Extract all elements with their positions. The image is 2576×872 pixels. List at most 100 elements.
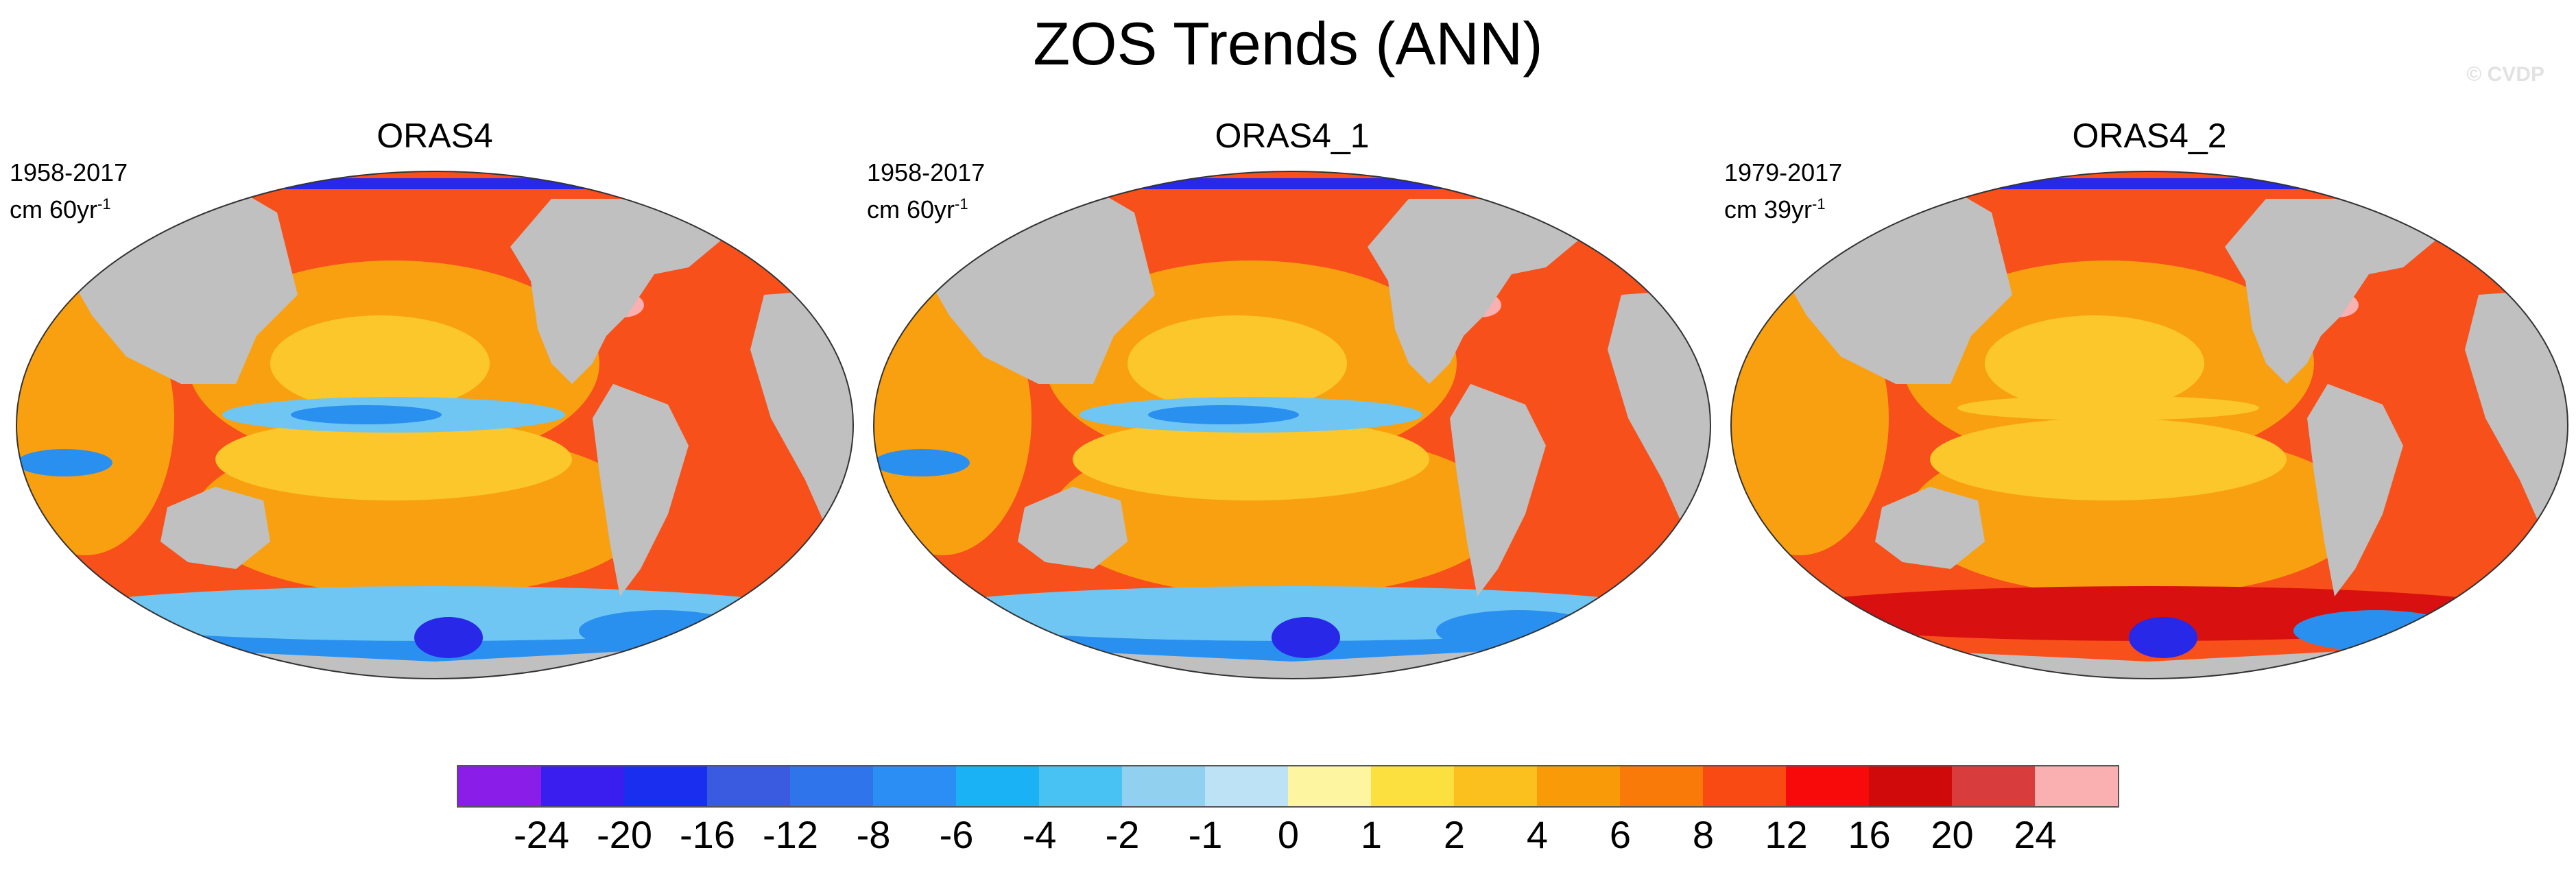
- north-pacific-yellow: [270, 315, 490, 411]
- equatorial-yellow: [1073, 418, 1429, 500]
- colorbar-tick-label: 24: [2014, 813, 2057, 856]
- colorbar-swatch: [541, 766, 624, 806]
- south-america-land: [1450, 384, 1546, 596]
- map-panel-oras4-1: ORAS4_1 1958-2017 cm 60yr-1: [867, 110, 1717, 692]
- arctic-strip: [1951, 178, 2335, 189]
- southern-deep-blue: [2129, 617, 2197, 658]
- south-indian-pink: [887, 585, 929, 601]
- panel-title: ORAS4: [377, 117, 493, 155]
- colorbar-swatch: [1952, 766, 2035, 806]
- colorbar-tick-label: 20: [1931, 813, 1974, 856]
- colorbar-tick-label: 12: [1765, 813, 1808, 856]
- indian-cool-patch: [16, 449, 112, 476]
- equatorial-blue-core: [291, 405, 442, 424]
- arctic-strip: [1093, 178, 1477, 189]
- colorbar-tick-label: -16: [680, 813, 735, 856]
- africa-land: [1608, 288, 1710, 542]
- south-atlantic-cool: [579, 610, 743, 651]
- colorbar-swatch: [1869, 766, 1952, 806]
- units-base: cm 60yr: [867, 195, 955, 223]
- panel-units: cm 39yr-1: [1724, 189, 1826, 225]
- copyright-label: © CVDP: [2466, 63, 2544, 86]
- southern-deep-blue: [1272, 617, 1340, 658]
- colorbar-swatch: [1620, 766, 1703, 806]
- colorbar-swatch: [458, 766, 541, 806]
- south-america-land: [593, 384, 689, 596]
- trend-map: [1730, 171, 2568, 679]
- southern-deep-blue: [414, 617, 483, 658]
- map-field: [1731, 171, 2568, 679]
- colorbar-tick-label: 2: [1443, 813, 1466, 856]
- globe-outline: [1730, 171, 2568, 679]
- north-pacific-yellow: [1985, 315, 2204, 411]
- australia-land: [160, 487, 270, 569]
- colorbar-swatch: [873, 766, 956, 806]
- globe-outline: [873, 171, 1711, 679]
- south-indian-pink: [30, 585, 71, 601]
- south-america-land: [2307, 384, 2403, 596]
- colorbar-swatch: [1205, 766, 1288, 806]
- greenland-land: [2437, 192, 2499, 240]
- north-pacific-yellow: [1128, 315, 1347, 411]
- north-america-land: [1368, 199, 1587, 384]
- equatorial-yellow: [1930, 418, 2287, 500]
- colorbar-tick-label: 6: [1609, 813, 1632, 856]
- trend-map: [873, 171, 1711, 679]
- colorbar-tick-label: -2: [1105, 813, 1140, 856]
- greenland-land: [1580, 192, 1642, 240]
- colorbar-swatch: [707, 766, 790, 806]
- australia-land: [1018, 487, 1128, 569]
- units-exponent: -1: [1812, 195, 1826, 213]
- colorbar-swatch: [1288, 766, 1371, 806]
- colorbar-swatch: [1371, 766, 1454, 806]
- units-base: cm 39yr: [1724, 195, 1813, 223]
- units-exponent: -1: [955, 195, 968, 213]
- panel-title: ORAS4_1: [1215, 117, 1370, 155]
- colorbar-tick-label: 4: [1526, 813, 1549, 856]
- south-indian-pink: [1745, 585, 1786, 601]
- south-atlantic-cool: [2293, 610, 2458, 651]
- colorbar-swatch: [2035, 766, 2118, 806]
- africa-land: [2465, 288, 2568, 542]
- colorbar-tick-label: 16: [1848, 813, 1891, 856]
- colorbar-tick-label: 1: [1360, 813, 1383, 856]
- greenland-land: [723, 192, 785, 240]
- north-america-land: [510, 199, 730, 384]
- panel-period: 1979-2017: [1724, 158, 1843, 186]
- panel-units: cm 60yr-1: [867, 189, 968, 225]
- units-exponent: -1: [97, 195, 111, 213]
- panel-title: ORAS4_2: [2072, 117, 2227, 155]
- north-america-land: [2225, 199, 2444, 384]
- colorbar-tick-labels: -24 -20 -16 -12 -8 -6 -4 -2 -1 0 1 2 4 6 8 12 16 20 24: [458, 813, 2118, 861]
- globe-outline: [16, 171, 854, 679]
- panel-period: 1958-2017: [867, 158, 986, 186]
- colorbar-tick-label: 0: [1277, 813, 1300, 856]
- colorbar-swatch: [1039, 766, 1122, 806]
- colorbar: [457, 765, 2119, 808]
- colorbar-tick-label: -24: [514, 813, 569, 856]
- colorbar-swatch: [956, 766, 1039, 806]
- map-panel-oras4: ORAS4 1958-2017 cm 60yr-1: [10, 110, 860, 692]
- colorbar-swatch: [1454, 766, 1537, 806]
- map-field: [16, 171, 853, 679]
- africa-land: [750, 288, 853, 542]
- colorbar-swatch: [1122, 766, 1205, 806]
- south-atlantic-cool: [1436, 610, 1601, 651]
- colorbar-tick-label: -8: [856, 813, 891, 856]
- colorbar-tick-label: 8: [1692, 813, 1715, 856]
- colorbar-tick-label: -1: [1188, 813, 1223, 856]
- trend-map: [16, 171, 854, 679]
- panel-units: cm 60yr-1: [10, 189, 111, 225]
- colorbar-swatch: [624, 766, 707, 806]
- colorbar-swatch: [790, 766, 873, 806]
- main-title: ZOS Trends (ANN): [1033, 10, 1543, 77]
- colorbar-tick-label: -12: [763, 813, 818, 856]
- colorbar-swatch: [1537, 766, 1620, 806]
- colorbar-swatch: [1786, 766, 1869, 806]
- map-panel-oras4-2: ORAS4_2 1979-2017 cm 39yr-1: [1724, 110, 2575, 692]
- equatorial-blue-core: [1148, 405, 1299, 424]
- colorbar-tick-label: -4: [1022, 813, 1057, 856]
- colorbar-tick-label: -6: [939, 813, 974, 856]
- indian-cool-patch: [874, 449, 970, 476]
- australia-land: [1875, 487, 1985, 569]
